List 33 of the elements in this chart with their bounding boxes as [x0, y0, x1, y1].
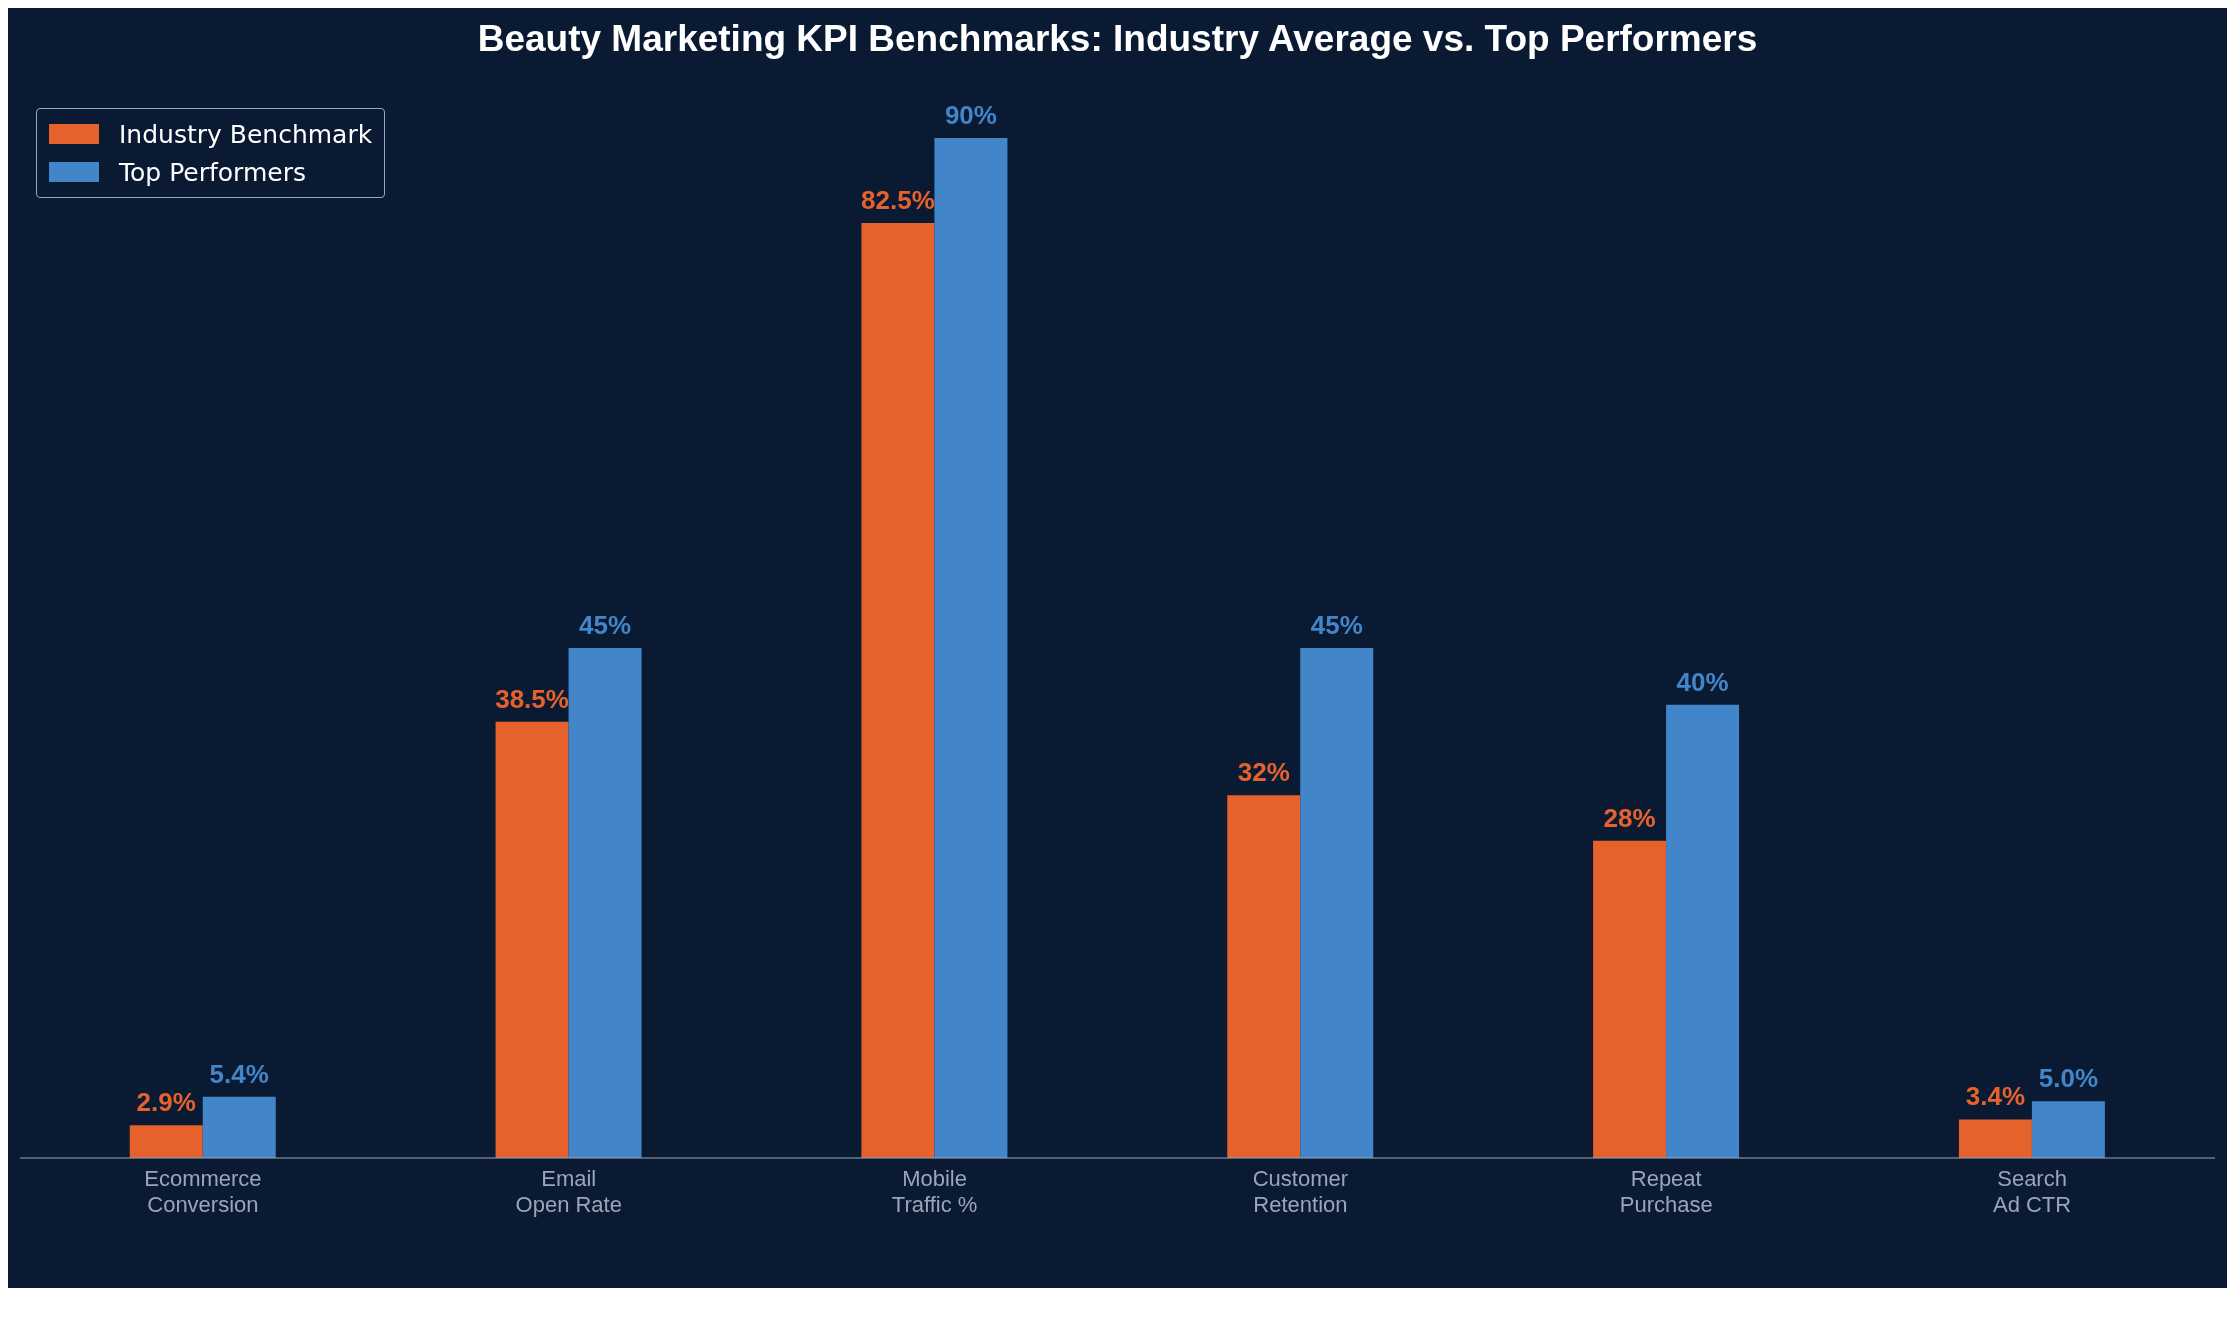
bar: [568, 648, 642, 1158]
x-tick-label: Customer Retention: [1252, 1166, 1349, 1217]
x-tick-label: Repeat Purchase: [1619, 1166, 1713, 1217]
bar: [202, 1096, 276, 1158]
bar: [2031, 1101, 2105, 1158]
data-label: 32%: [1237, 757, 1290, 788]
chart-title: Beauty Marketing KPI Benchmarks: Industry Average vs. Top Performers: [476, 17, 1759, 61]
bar: [1666, 704, 1740, 1158]
x-tick-label: Email Open Rate: [515, 1166, 622, 1217]
data-label: 3.4%: [1965, 1081, 2026, 1112]
data-label: 5.0%: [2038, 1063, 2099, 1094]
x-tick-label: Ecommerce Conversion: [144, 1166, 262, 1217]
bar: [129, 1125, 203, 1158]
data-label: 90%: [944, 100, 997, 130]
data-label: 45%: [1310, 610, 1363, 640]
data-label: 82.5%: [861, 185, 935, 215]
x-tick-label: Mobile Traffic %: [891, 1166, 978, 1217]
bar: [1227, 795, 1301, 1158]
bar: [1593, 840, 1667, 1158]
data-label: 45%: [579, 610, 632, 640]
data-label: 38.5%: [495, 683, 569, 714]
legend-label: Industry Benchmark: [119, 119, 373, 149]
bar: [934, 138, 1008, 1158]
data-label: 5.4%: [209, 1058, 269, 1089]
data-label: 28%: [1603, 802, 1656, 833]
data-label: 40%: [1676, 666, 1729, 697]
x-tick-label: Search Ad CTR: [1992, 1166, 2072, 1217]
data-label: 2.9%: [136, 1087, 196, 1118]
legend-label: Top Performers: [119, 157, 306, 187]
bar: [1958, 1119, 2032, 1158]
bar: [495, 721, 569, 1158]
bar: [861, 223, 935, 1158]
bar: [1300, 648, 1374, 1158]
